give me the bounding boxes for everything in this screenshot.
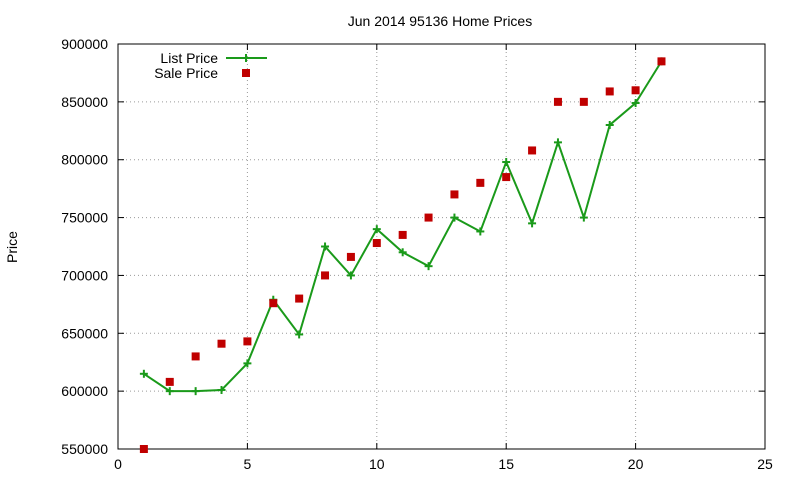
list-price-point xyxy=(476,227,485,236)
y-tick-label: 700000 xyxy=(61,267,108,283)
sale-price-point xyxy=(502,173,511,182)
sale-price-point xyxy=(424,213,433,222)
y-tick-label: 550000 xyxy=(61,441,108,457)
sale-price-point xyxy=(605,87,614,96)
list-price-point xyxy=(502,158,511,167)
sale-price-point xyxy=(450,190,459,199)
y-tick-label: 900000 xyxy=(61,36,108,52)
y-tick-label: 850000 xyxy=(61,94,108,110)
x-tick-label: 15 xyxy=(498,456,514,472)
x-tick-label: 25 xyxy=(757,456,773,472)
sale-price-point xyxy=(398,230,407,239)
y-tick-label: 650000 xyxy=(61,325,108,341)
x-tick-label: 10 xyxy=(369,456,385,472)
list-price-point xyxy=(217,385,226,394)
sale-price-point xyxy=(217,339,226,348)
list-price-point xyxy=(295,330,304,339)
sale-price-point xyxy=(269,299,278,308)
y-tick-label: 600000 xyxy=(61,383,108,399)
legend-label: Sale Price xyxy=(154,65,218,81)
list-price-point xyxy=(553,138,562,147)
list-price-point xyxy=(372,225,381,234)
sale-price-point xyxy=(657,57,666,66)
list-price-point xyxy=(243,359,252,368)
sale-price-point xyxy=(243,337,252,346)
legend-square-marker xyxy=(242,69,250,77)
legend-plus-marker xyxy=(242,54,250,62)
list-price-point xyxy=(631,99,640,108)
list-price-point xyxy=(321,242,330,251)
sale-price-point xyxy=(579,97,588,106)
list-price-point xyxy=(165,387,174,396)
list-price-point xyxy=(579,213,588,222)
grid-lines xyxy=(118,44,765,449)
list-price-point xyxy=(450,213,459,222)
list-price-point xyxy=(346,271,355,280)
series-layer xyxy=(139,57,666,453)
axis-ticks: 0 5 10 15 20 25 550000 600000 650000 700000 750000… xyxy=(61,36,773,472)
x-tick-label: 0 xyxy=(114,456,122,472)
chart-title: Jun 2014 95136 Home Prices xyxy=(348,13,532,29)
list-price-point xyxy=(424,262,433,271)
list-price-point xyxy=(605,121,614,129)
y-tick-label: 750000 xyxy=(61,210,108,226)
sale-price-point xyxy=(295,294,304,303)
sale-price-point xyxy=(528,146,537,155)
y-axis-label: Price xyxy=(4,231,20,263)
sale-price-point xyxy=(476,178,485,187)
legend-label: List Price xyxy=(160,50,218,66)
list-price-point xyxy=(398,248,407,257)
sale-price-point xyxy=(191,352,200,361)
sale-price-point xyxy=(321,271,330,280)
x-tick-label: 20 xyxy=(628,456,644,472)
x-tick-label: 5 xyxy=(244,456,252,472)
sale-price-point xyxy=(346,252,355,261)
sale-price-point xyxy=(165,377,174,386)
sale-price-point xyxy=(553,97,562,106)
list-price-point xyxy=(191,387,200,396)
sale-price-point xyxy=(372,239,381,248)
sale-price-point xyxy=(139,445,148,453)
sale-price-point xyxy=(631,86,640,95)
list-price-point xyxy=(528,219,537,228)
list-price-point xyxy=(139,369,148,378)
plot-frame xyxy=(117,43,766,450)
y-tick-label: 800000 xyxy=(61,152,108,168)
